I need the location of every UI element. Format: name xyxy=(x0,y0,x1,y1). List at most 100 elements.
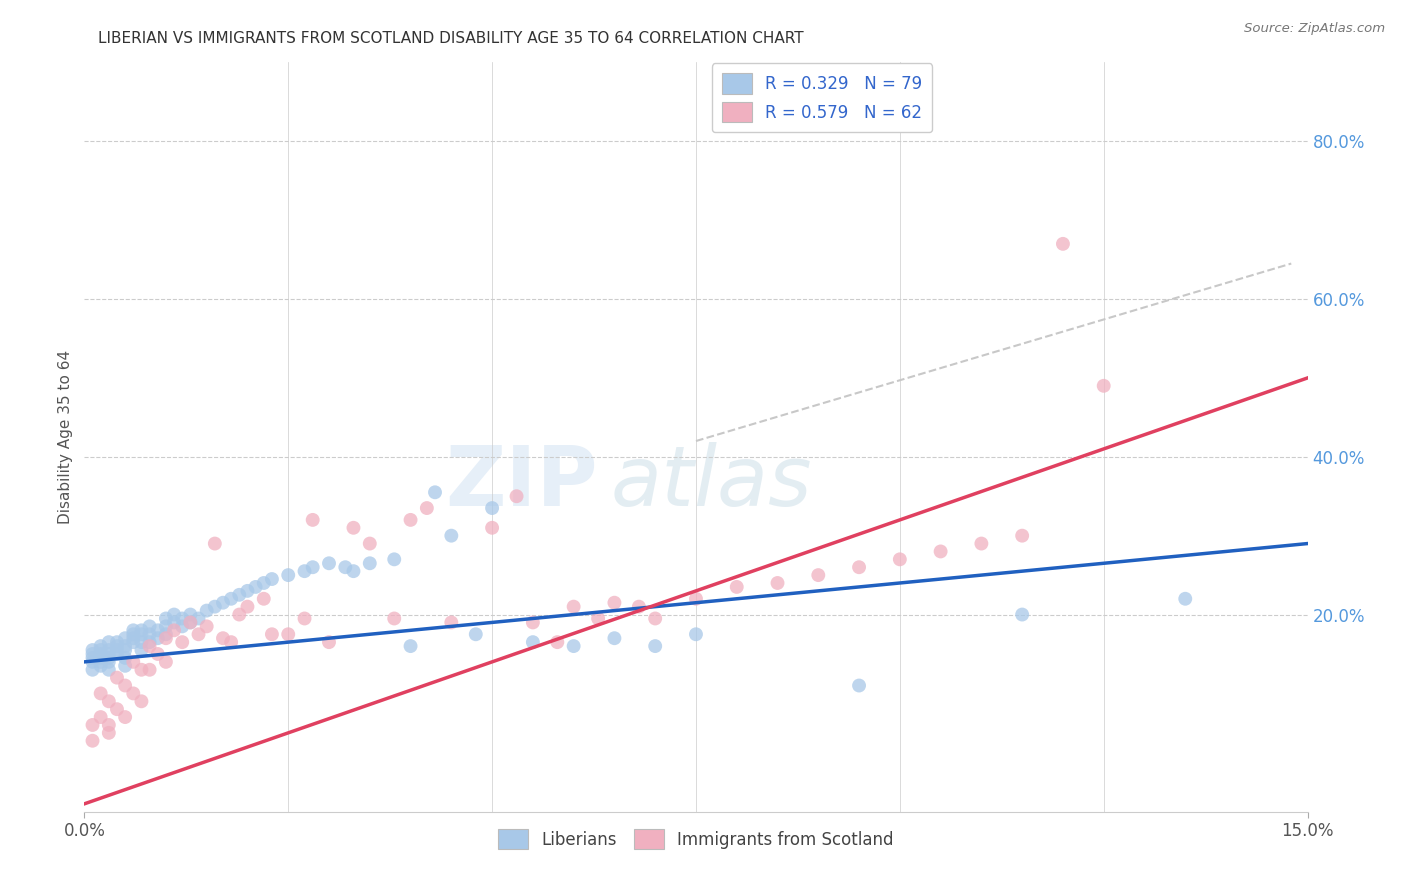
Point xyxy=(131,627,153,641)
Text: LIBERIAN VS IMMIGRANTS FROM SCOTLAND DISABILITY AGE 35 TO 64 CORRELATION CHART: LIBERIAN VS IMMIGRANTS FROM SCOTLAND DIS… xyxy=(98,31,804,46)
Point xyxy=(114,679,136,693)
Point xyxy=(172,619,194,633)
Point xyxy=(90,658,112,673)
Point xyxy=(562,639,585,653)
Point xyxy=(97,635,120,649)
Text: Source: ZipAtlas.com: Source: ZipAtlas.com xyxy=(1244,22,1385,36)
Point xyxy=(97,651,120,665)
Point xyxy=(90,643,112,657)
Point xyxy=(97,726,120,740)
Point xyxy=(481,521,503,535)
Point xyxy=(146,647,169,661)
Point xyxy=(155,627,177,641)
Point xyxy=(335,560,357,574)
Point xyxy=(82,655,104,669)
Point xyxy=(131,635,153,649)
Point xyxy=(155,611,177,625)
Point xyxy=(122,624,145,638)
Point xyxy=(146,624,169,638)
Point xyxy=(155,631,177,645)
Point xyxy=(82,643,104,657)
Point xyxy=(138,627,160,641)
Point xyxy=(131,694,153,708)
Point xyxy=(219,635,242,649)
Point xyxy=(97,663,120,677)
Point xyxy=(423,485,446,500)
Point xyxy=(562,599,585,614)
Point xyxy=(105,643,128,657)
Point xyxy=(253,591,276,606)
Point xyxy=(105,702,128,716)
Point xyxy=(187,611,209,625)
Point xyxy=(138,635,160,649)
Point xyxy=(122,655,145,669)
Point xyxy=(90,710,112,724)
Point xyxy=(318,556,340,570)
Point xyxy=(82,718,104,732)
Point xyxy=(204,536,226,550)
Point xyxy=(90,655,112,669)
Point xyxy=(522,615,544,630)
Point xyxy=(195,619,218,633)
Point xyxy=(725,580,748,594)
Point xyxy=(481,501,503,516)
Point xyxy=(179,615,201,630)
Point xyxy=(138,639,160,653)
Point xyxy=(644,639,666,653)
Point xyxy=(90,639,112,653)
Point xyxy=(1011,529,1033,543)
Point xyxy=(440,529,463,543)
Point xyxy=(766,576,789,591)
Point xyxy=(236,583,259,598)
Point xyxy=(114,639,136,653)
Point xyxy=(204,599,226,614)
Point xyxy=(90,686,112,700)
Point xyxy=(245,580,267,594)
Point xyxy=(359,536,381,550)
Point xyxy=(163,607,186,622)
Point xyxy=(122,627,145,641)
Point xyxy=(90,647,112,661)
Point xyxy=(1011,607,1033,622)
Legend: Liberians, Immigrants from Scotland: Liberians, Immigrants from Scotland xyxy=(492,822,900,855)
Point xyxy=(179,607,201,622)
Point xyxy=(131,643,153,657)
Point xyxy=(685,627,707,641)
Point xyxy=(342,564,364,578)
Point xyxy=(82,733,104,747)
Point xyxy=(253,576,276,591)
Point xyxy=(546,635,568,649)
Point xyxy=(970,536,993,550)
Point xyxy=(138,663,160,677)
Point xyxy=(359,556,381,570)
Point xyxy=(440,615,463,630)
Point xyxy=(1174,591,1197,606)
Point xyxy=(848,679,870,693)
Point xyxy=(294,611,316,625)
Point xyxy=(212,631,235,645)
Text: atlas: atlas xyxy=(610,442,813,523)
Point xyxy=(146,631,169,645)
Point xyxy=(685,591,707,606)
Point xyxy=(889,552,911,566)
Point xyxy=(90,651,112,665)
Point xyxy=(187,627,209,641)
Point xyxy=(464,627,486,641)
Point xyxy=(627,599,650,614)
Point xyxy=(929,544,952,558)
Point xyxy=(105,639,128,653)
Point xyxy=(277,627,299,641)
Point xyxy=(219,591,242,606)
Point xyxy=(114,631,136,645)
Point xyxy=(236,599,259,614)
Point xyxy=(105,635,128,649)
Point xyxy=(301,513,323,527)
Point xyxy=(97,694,120,708)
Point xyxy=(228,607,250,622)
Point xyxy=(155,655,177,669)
Point xyxy=(163,615,186,630)
Point xyxy=(1092,379,1115,393)
Point xyxy=(82,663,104,677)
Point xyxy=(399,639,422,653)
Point xyxy=(114,658,136,673)
